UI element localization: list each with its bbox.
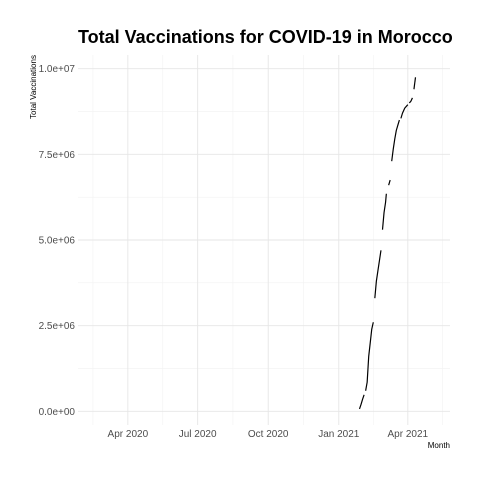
- grid: [78, 55, 450, 425]
- series-total-vaccinations: [358, 77, 417, 410]
- series-line-segment: [374, 250, 382, 299]
- y-axis-ticks: 0.0e+00 2.5e+06 5.0e+06 7.5e+06 1.0e+07: [39, 64, 76, 418]
- series-line-segment: [381, 193, 387, 230]
- series-line-segment: [391, 119, 400, 162]
- y-tick-label: 2.5e+06: [39, 321, 76, 332]
- series-line-segment: [413, 77, 417, 90]
- x-tick-label: Jan 2021: [318, 429, 360, 440]
- x-axis-title: Month: [428, 441, 450, 450]
- y-axis-title: Total Vaccinations: [29, 55, 38, 119]
- series-line-segment: [358, 394, 365, 410]
- series-line-segment: [400, 104, 409, 119]
- y-tick-label: 1.0e+07: [39, 64, 76, 75]
- series-line-segment: [408, 97, 413, 104]
- x-tick-label: Apr 2021: [388, 429, 429, 440]
- x-tick-label: Jul 2020: [179, 429, 217, 440]
- x-tick-label: Oct 2020: [248, 429, 289, 440]
- chart-title: Total Vaccinations for COVID-19 in Moroc…: [78, 27, 453, 47]
- x-tick-label: Apr 2020: [108, 429, 149, 440]
- series-line-segment: [365, 322, 374, 391]
- x-axis-ticks: Apr 2020 Jul 2020 Oct 2020 Jan 2021 Apr 2021: [108, 429, 429, 440]
- y-tick-label: 5.0e+06: [39, 236, 76, 247]
- y-tick-label: 7.5e+06: [39, 150, 76, 161]
- series-line-segment: [388, 179, 391, 186]
- y-tick-label: 0.0e+00: [39, 407, 76, 418]
